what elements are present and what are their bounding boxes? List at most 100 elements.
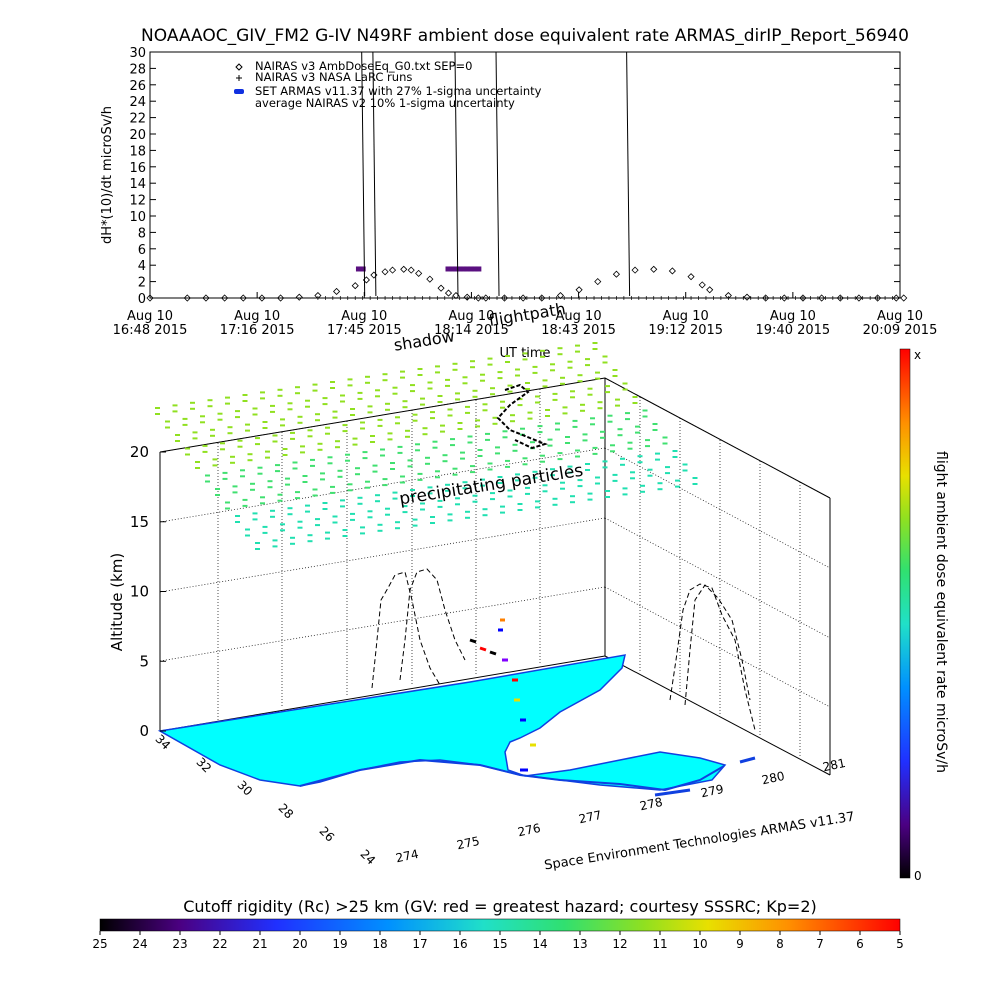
lon-tick-label: 278: [639, 795, 664, 813]
flight-shadow-profile: [371, 568, 756, 731]
x-tick-label-time: 17:16 2015: [220, 323, 295, 338]
series-point: [836, 294, 844, 302]
armas-point: [449, 266, 456, 272]
rigidity-tick-label: 22: [212, 937, 227, 951]
series-point: [855, 294, 863, 302]
series-point: [687, 273, 695, 281]
series-point: [706, 286, 714, 294]
larc-point: [487, 296, 492, 300]
larc-point: [315, 296, 320, 300]
z-tick-label: 10: [130, 583, 149, 601]
armas-point: [464, 266, 471, 272]
lon-tick-label: 276: [517, 821, 542, 839]
legend-entry-armas: SET ARMAS v11.37 with 27% 1-sigma uncert…: [234, 84, 542, 98]
rigidity-tick-label: 23: [172, 937, 187, 951]
larc-point: [345, 296, 350, 300]
series-point: [221, 294, 229, 302]
series-point: [780, 294, 788, 302]
series-point: [575, 286, 583, 294]
x-tick-label-date: Aug 10: [877, 309, 923, 324]
z-tick-label: 15: [130, 513, 149, 531]
larc-point: [435, 296, 440, 300]
rigidity-tick-label: 8: [776, 937, 784, 951]
armas-spike: [495, 51, 500, 297]
rigidity-tick-label: 19: [332, 937, 347, 951]
lon-tick-label: 279: [700, 782, 725, 800]
larc-point: [875, 296, 880, 300]
series-point: [146, 294, 154, 302]
x-tick-label-date: Aug 10: [127, 309, 173, 324]
larc-point: [360, 296, 365, 300]
series-point: [295, 293, 303, 301]
y-tick-label: 28: [129, 62, 146, 77]
larc-point: [748, 296, 753, 300]
3d-frame: [159, 377, 831, 776]
larc-point: [480, 296, 485, 300]
series-point: [437, 284, 445, 292]
z-tick-label: 0: [139, 722, 149, 740]
series-point: [426, 275, 434, 283]
rigidity-tick-label: 14: [532, 937, 547, 951]
armas-point: [452, 266, 459, 272]
keys-coast: [654, 756, 756, 797]
x-tick-label-date: Aug 10: [770, 309, 816, 324]
series-point: [743, 293, 751, 301]
larc-point: [823, 296, 828, 300]
larc-point: [495, 296, 500, 300]
larc-point: [450, 296, 455, 300]
y-tick-label: 20: [129, 128, 146, 143]
larc-point: [793, 296, 798, 300]
precipitating-particles-label: precipitating particles: [398, 461, 585, 510]
rigidity-tick-label: 9: [736, 937, 744, 951]
series-point: [538, 294, 546, 302]
lon-tick-label: 281: [822, 756, 847, 774]
larc-point: [547, 296, 552, 300]
coastline: [299, 758, 725, 792]
larc-point: [845, 296, 850, 300]
series-point: [900, 294, 908, 302]
armas-point: [467, 266, 474, 272]
x-tick-label-time: 18:14 2015: [434, 323, 509, 338]
blue-dash-marker-icon: [234, 89, 244, 94]
larc-point: [666, 296, 671, 300]
rigidity-tick-label: 17: [412, 937, 427, 951]
larc-point: [883, 296, 888, 300]
rigidity-tick-label: 21: [252, 937, 267, 951]
x-tick-label-date: Aug 10: [341, 309, 387, 324]
larc-point: [681, 296, 686, 300]
larc-point: [890, 296, 895, 300]
armas-point: [460, 266, 467, 272]
larc-point: [718, 296, 723, 300]
larc-point: [383, 296, 388, 300]
chart-title: NOAAAOC_GIV_FM2 G-IV N49RF ambient dose …: [141, 26, 909, 46]
series-point: [474, 294, 482, 302]
armas-point: [471, 266, 478, 272]
series-point: [612, 270, 620, 278]
series-point: [333, 287, 341, 296]
x-tick-label-time: 18:43 2015: [541, 323, 616, 338]
dose-colorbar: x 0 flight ambient dose equivalent rate …: [899, 348, 949, 883]
larc-point: [338, 296, 343, 300]
larc-point: [457, 296, 462, 300]
rigidity-colorbar-ticks: 25 24 23 22 21 20 19 18 17 16 15 14 13 12 11 10 9 8 7 6 5: [92, 931, 904, 951]
armas-point: [355, 266, 362, 272]
armas-spike: [361, 51, 366, 297]
lon-tick-label: 280: [761, 769, 786, 787]
series-point: [818, 294, 826, 302]
series-point: [668, 267, 676, 275]
z-axis: 0 5 10 15 20: [130, 443, 166, 740]
y-axis-label: dH*(10)/dt microSv/h: [100, 106, 115, 244]
rigidity-tick-label: 11: [652, 937, 667, 951]
larc-point: [808, 296, 813, 300]
z-axis-label: Altitude (km): [108, 553, 126, 651]
series-point: [351, 282, 359, 290]
x-tick-label-date: Aug 10: [234, 309, 280, 324]
y-tick-label: 18: [129, 144, 146, 159]
longitude-axis: 274 275 276 277 278 279 280 281: [395, 756, 847, 865]
diamond-marker-icon: [235, 63, 243, 71]
lat-tick-label: 28: [275, 801, 296, 822]
series-point: [415, 269, 423, 277]
larc-point: [330, 296, 335, 300]
rigidity-tick-label: 10: [692, 937, 707, 951]
